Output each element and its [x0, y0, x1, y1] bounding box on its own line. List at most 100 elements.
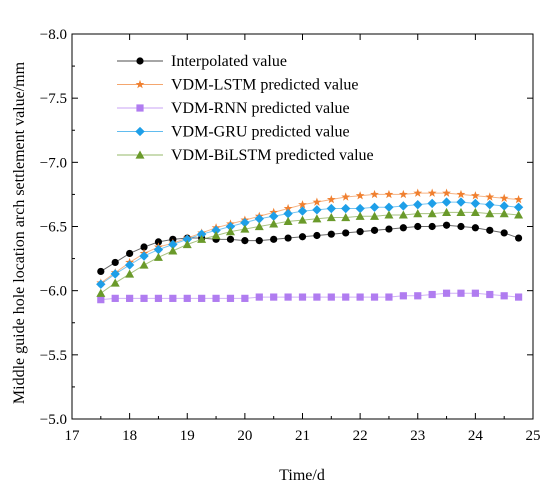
data-point: [284, 234, 292, 242]
data-point: [139, 251, 149, 261]
data-point: [240, 217, 250, 228]
data-point: [169, 294, 177, 302]
data-point: [298, 233, 307, 241]
legend-label: Interpolated value: [171, 53, 287, 70]
data-point: [153, 252, 163, 261]
data-point: [413, 200, 423, 210]
data-point: [284, 293, 292, 301]
legend-item-4: VDM-GRU predicted value: [117, 124, 350, 141]
data-point: [442, 207, 452, 216]
data-point: [154, 294, 163, 302]
data-point: [326, 203, 336, 214]
data-point: [471, 224, 479, 232]
data-point: [399, 224, 407, 232]
data-point: [197, 234, 207, 243]
data-point: [97, 296, 105, 304]
data-point: [355, 191, 365, 200]
plot-area: [96, 188, 524, 304]
data-point: [456, 189, 466, 199]
data-point: [514, 293, 523, 301]
legend-label: VDM-GRU predicted value: [171, 124, 350, 141]
data-point: [211, 225, 221, 236]
data-point: [457, 222, 465, 231]
data-point: [255, 293, 263, 301]
data-point: [471, 289, 479, 297]
data-point: [110, 278, 120, 287]
data-point: [183, 294, 191, 302]
data-point: [241, 294, 249, 302]
y-tick-label: −7.0: [40, 155, 67, 171]
data-point: [269, 219, 279, 228]
data-point: [96, 288, 106, 297]
legend-marker: [136, 57, 144, 65]
series-line: [100, 292, 519, 301]
data-point: [312, 197, 322, 206]
data-point: [341, 192, 351, 201]
series-line: [100, 201, 519, 285]
data-point: [168, 239, 178, 250]
data-point: [140, 294, 148, 302]
data-point: [313, 231, 321, 240]
legend-item-2: VDM-LSTM predicted value: [117, 77, 359, 94]
data-point: [456, 197, 466, 207]
data-point: [225, 221, 236, 232]
y-tick-label: −6.0: [40, 284, 67, 300]
data-point: [126, 249, 134, 258]
x-tick-label: 21: [295, 428, 310, 444]
legend-marker: [135, 150, 145, 159]
x-tick-label: 25: [526, 428, 541, 444]
data-point: [196, 229, 207, 239]
data-point: [110, 269, 120, 279]
data-point: [283, 216, 293, 225]
data-point: [226, 294, 235, 302]
data-point: [139, 260, 149, 269]
y-tick-label: −8.0: [40, 27, 67, 43]
data-point: [471, 191, 480, 200]
legend-label: VDM-BiLSTM predicted value: [171, 147, 374, 164]
data-point: [457, 289, 465, 297]
data-point: [182, 234, 192, 245]
data-point: [398, 201, 409, 211]
data-point: [341, 203, 351, 214]
data-point: [356, 228, 364, 236]
data-point: [342, 293, 350, 301]
data-point: [111, 258, 119, 267]
series-3: [97, 289, 523, 304]
data-point: [125, 269, 135, 278]
data-point: [385, 293, 393, 301]
data-point: [240, 224, 250, 233]
y-tick-label: −7.5: [40, 91, 67, 107]
data-point: [269, 211, 279, 221]
data-point: [370, 211, 380, 220]
data-point: [270, 235, 278, 243]
data-point: [111, 294, 119, 302]
data-point: [370, 226, 379, 234]
data-point: [226, 235, 235, 243]
data-point: [326, 213, 336, 222]
data-point: [126, 294, 134, 302]
data-point: [140, 243, 148, 251]
data-point: [327, 230, 335, 238]
data-point: [212, 294, 220, 302]
y-tick-label: −5.0: [40, 412, 67, 428]
y-tick-label: −6.5: [40, 220, 67, 236]
data-point: [384, 189, 394, 199]
legend-item-3: VDM-RNN predicted value: [117, 100, 350, 117]
data-point: [441, 197, 452, 207]
x-axis-title: Time/d: [279, 467, 325, 484]
x-tick-label: 24: [468, 428, 484, 444]
data-point: [154, 238, 163, 246]
data-point: [254, 214, 264, 224]
data-point: [211, 230, 221, 240]
data-point: [427, 198, 437, 209]
data-point: [427, 209, 437, 218]
data-point: [499, 209, 509, 218]
series-line: [100, 192, 519, 284]
data-point: [499, 193, 509, 202]
x-tick-label: 19: [180, 428, 195, 444]
data-point: [442, 221, 451, 229]
series-5: [96, 207, 524, 297]
data-point: [427, 188, 437, 197]
series-line: [100, 211, 519, 294]
